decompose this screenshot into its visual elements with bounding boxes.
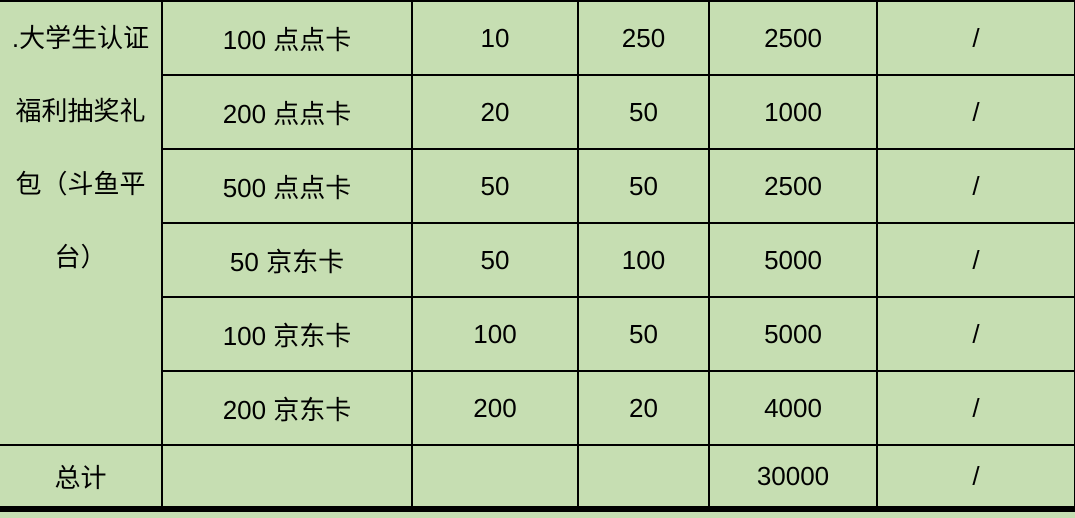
table-row: .大学生认证 福利抽奖礼 包（斗鱼平 台） 100 点点卡 10 250 250… (0, 0, 1075, 446)
subtotal-cell: 2500 (708, 148, 878, 224)
prize-name-cell: 200 京东卡 (161, 370, 413, 446)
face-value-cell: 200 (411, 370, 579, 446)
subtotal-cell: 2500 (708, 0, 878, 76)
face-value-cell: 100 (411, 296, 579, 372)
quantity-cell: 250 (577, 0, 710, 76)
note-cell: / (876, 148, 1075, 224)
category-line: 台） (54, 242, 107, 272)
quantity-cell: 50 (577, 296, 710, 372)
summary-prize-cell (161, 444, 413, 512)
prize-name-cell: 500 点点卡 (161, 148, 413, 224)
prize-name-cell: 100 京东卡 (161, 296, 413, 372)
face-value-cell: 10 (411, 0, 579, 76)
quantity-cell: 50 (577, 148, 710, 224)
summary-row: 总计 30000 / (0, 444, 1075, 512)
table-row: 50 京东卡 50 100 5000 / (0, 222, 1075, 298)
category-line: 包（斗鱼平 (15, 169, 146, 199)
face-value-cell: 50 (411, 148, 579, 224)
quantity-cell: 100 (577, 222, 710, 298)
note-cell: / (876, 296, 1075, 372)
category-line: 福利抽奖礼 (15, 96, 146, 126)
note-cell: / (876, 74, 1075, 150)
summary-quantity-cell (577, 444, 710, 512)
quantity-cell: 20 (577, 370, 710, 446)
table-row: 200 京东卡 200 20 4000 / (0, 370, 1075, 446)
table-row: 500 点点卡 50 50 2500 / (0, 148, 1075, 224)
face-value-cell: 50 (411, 222, 579, 298)
prize-name-cell: 200 点点卡 (161, 74, 413, 150)
summary-note-cell: / (876, 444, 1075, 512)
note-cell: / (876, 370, 1075, 446)
table-row: 100 京东卡 100 50 5000 / (0, 296, 1075, 372)
table-row: 200 点点卡 20 50 1000 / (0, 74, 1075, 150)
prize-name-cell: 50 京东卡 (161, 222, 413, 298)
prize-name-cell: 100 点点卡 (161, 0, 413, 76)
subtotal-cell: 5000 (708, 222, 878, 298)
subtotal-cell: 5000 (708, 296, 878, 372)
face-value-cell: 20 (411, 74, 579, 150)
note-cell: / (876, 0, 1075, 76)
subtotal-cell: 4000 (708, 370, 878, 446)
quantity-cell: 50 (577, 74, 710, 150)
summary-face-value-cell (411, 444, 579, 512)
category-cell: .大学生认证 福利抽奖礼 包（斗鱼平 台） (0, 0, 163, 446)
note-cell: / (876, 222, 1075, 298)
subtotal-cell: 1000 (708, 74, 878, 150)
summary-label-cell: 总计 (0, 444, 163, 512)
category-line: .大学生认证 (11, 23, 150, 53)
grand-total-cell: 30000 (708, 444, 878, 512)
